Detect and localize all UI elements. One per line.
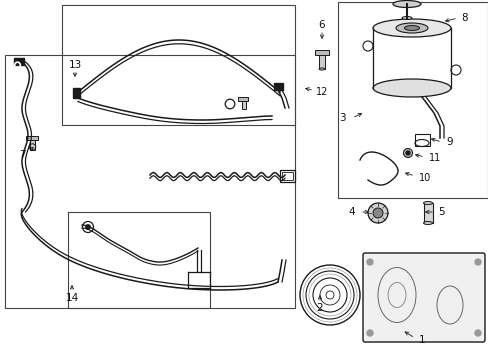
Ellipse shape <box>423 202 431 204</box>
Text: 10: 10 <box>418 173 430 183</box>
FancyBboxPatch shape <box>362 253 484 342</box>
Bar <box>242 100 245 109</box>
Bar <box>30 138 35 150</box>
Ellipse shape <box>318 68 325 70</box>
Bar <box>5 55 294 308</box>
Bar <box>318 55 325 69</box>
Ellipse shape <box>372 79 450 97</box>
Text: 13: 13 <box>68 60 81 70</box>
Bar <box>73 88 80 98</box>
Ellipse shape <box>392 0 420 8</box>
Text: 3: 3 <box>338 113 345 123</box>
Text: 11: 11 <box>428 153 440 163</box>
Bar <box>14 58 24 65</box>
Text: 4: 4 <box>348 207 355 217</box>
Bar <box>62 5 294 125</box>
Text: 7: 7 <box>19 150 25 160</box>
Bar <box>423 203 431 223</box>
Ellipse shape <box>423 221 431 225</box>
Text: 1: 1 <box>418 335 425 345</box>
Bar <box>68 212 209 308</box>
Bar <box>314 50 328 55</box>
Bar <box>414 134 429 146</box>
Text: 12: 12 <box>315 87 327 97</box>
Ellipse shape <box>404 26 419 31</box>
Bar <box>337 2 487 198</box>
Text: 14: 14 <box>65 293 79 303</box>
Circle shape <box>403 149 412 158</box>
Ellipse shape <box>372 19 450 37</box>
Bar <box>280 170 294 182</box>
Circle shape <box>366 330 372 336</box>
Circle shape <box>474 259 480 265</box>
Bar <box>238 98 247 101</box>
Circle shape <box>405 151 409 155</box>
Circle shape <box>85 225 90 229</box>
Text: 2: 2 <box>316 303 323 313</box>
Ellipse shape <box>395 23 427 33</box>
Text: 8: 8 <box>461 13 468 23</box>
Circle shape <box>372 208 382 218</box>
Ellipse shape <box>401 17 411 19</box>
Text: 6: 6 <box>318 20 325 30</box>
Text: 9: 9 <box>446 137 452 147</box>
Bar <box>273 83 283 90</box>
Text: 5: 5 <box>438 207 445 217</box>
Circle shape <box>474 330 480 336</box>
Circle shape <box>366 259 372 265</box>
Bar <box>26 136 38 140</box>
Bar <box>282 172 292 180</box>
Circle shape <box>367 203 387 223</box>
